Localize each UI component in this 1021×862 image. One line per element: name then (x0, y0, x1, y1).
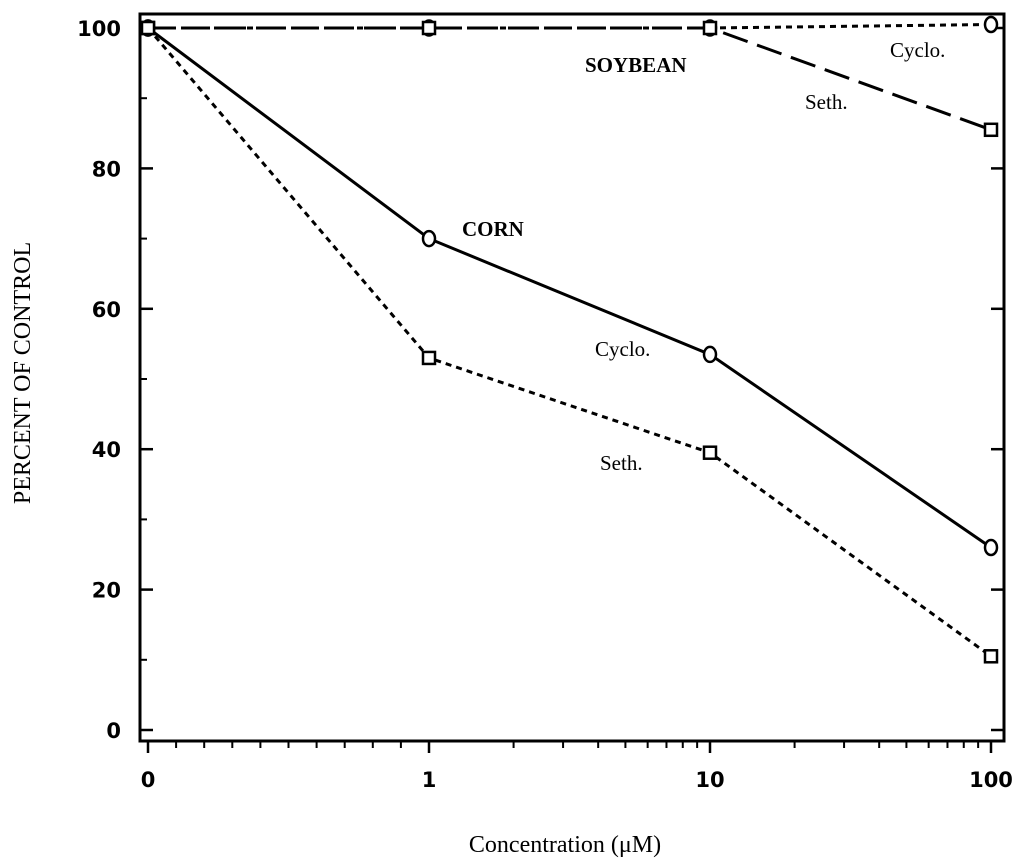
annotation-soybean: SOYBEAN (585, 53, 687, 77)
label-corn-cyclo: Cyclo. (595, 337, 650, 361)
y-tick-label: 0 (106, 719, 121, 743)
y-tick-label: 20 (92, 579, 121, 603)
series-line-corn-seth (146, 27, 992, 658)
x-tick-label: 1 (422, 768, 437, 792)
data-point-circle (421, 229, 437, 248)
x-tick-label: 100 (969, 768, 1013, 792)
y-tick-label: 80 (92, 157, 121, 181)
x-axis-title: Concentration (μM) (469, 832, 661, 858)
series-line-corn-cyclo (147, 26, 992, 549)
data-point-circle (983, 538, 999, 557)
series-lines (146, 22, 992, 658)
tick-labels: 0 20 40 60 80 100 0 1 10 100 (77, 17, 1013, 792)
data-point-square (421, 20, 437, 36)
data-point-circle (983, 15, 999, 34)
y-tick-label: 60 (92, 298, 121, 322)
y-axis-title: PERCENT OF CONTROL (10, 242, 36, 504)
data-point-square (702, 20, 718, 36)
series-line-soybean-seth (148, 26, 992, 132)
series-markers (140, 15, 999, 664)
data-point-square (702, 445, 718, 460)
data-point-square (140, 20, 156, 36)
label-corn-seth: Seth. (600, 451, 643, 475)
data-point-square (983, 122, 999, 138)
y-tick-label: 40 (92, 438, 121, 462)
label-soybean-seth: Seth. (805, 90, 848, 114)
plot-frame (138, 12, 1006, 743)
y-tick-label: 100 (77, 17, 121, 41)
axis-ticks (140, 26, 1004, 753)
data-point-square (421, 350, 437, 366)
x-tick-label: 10 (695, 768, 724, 792)
data-point-square (983, 649, 999, 664)
x-tick-label: 0 (141, 768, 156, 792)
label-soybean-cyclo: Cyclo. (890, 38, 945, 62)
annotation-corn: CORN (462, 217, 524, 241)
data-point-circle (702, 345, 718, 364)
